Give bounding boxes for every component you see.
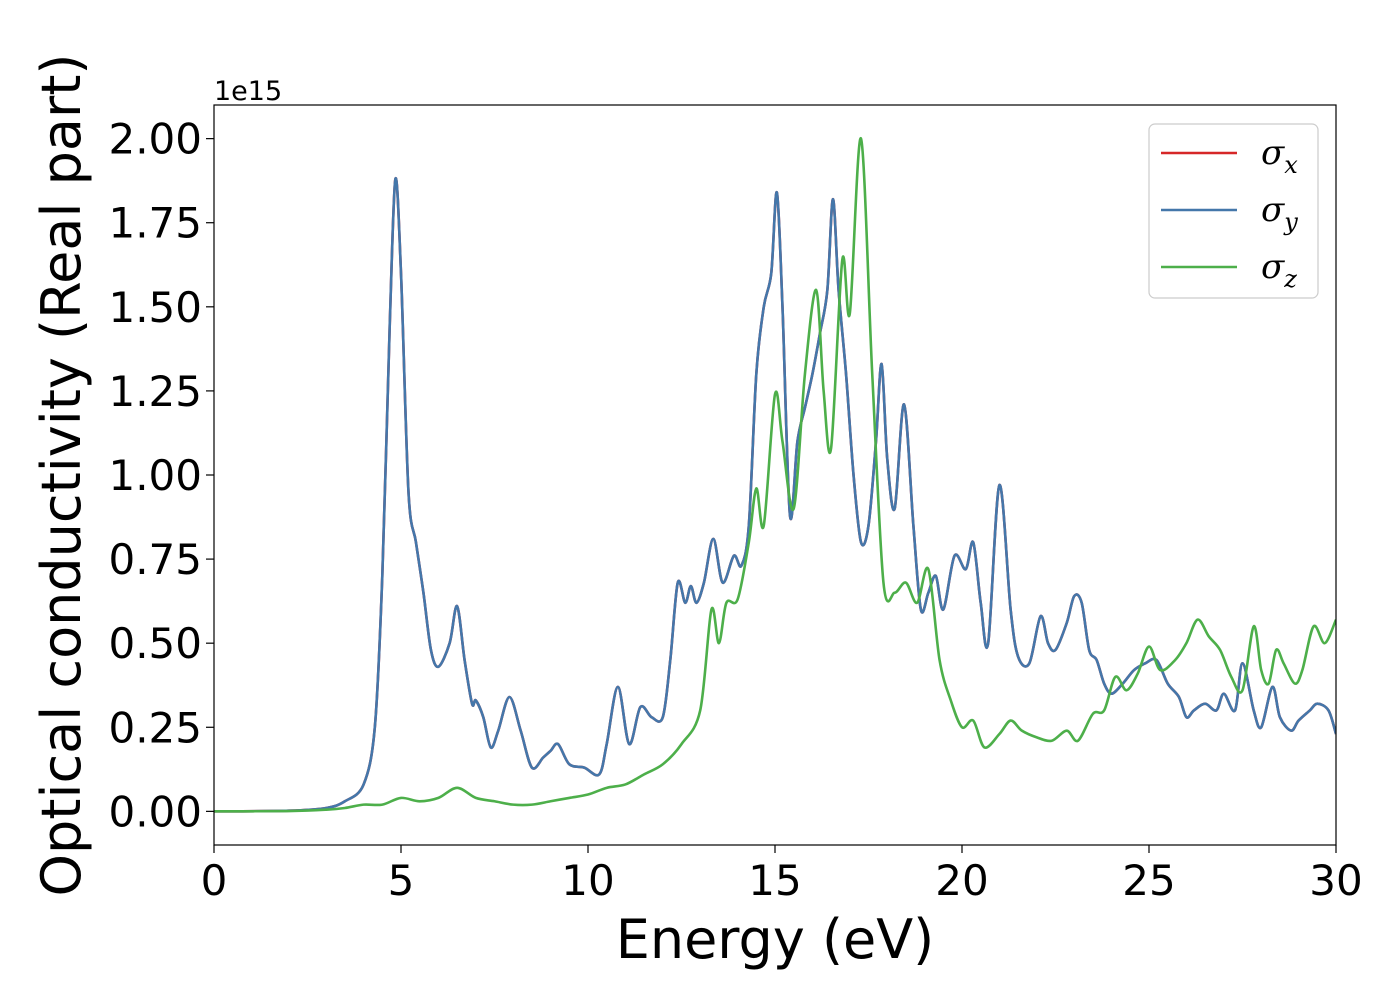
x-tick-label: 10 xyxy=(561,856,614,905)
y-tick-label: 0.50 xyxy=(108,619,202,668)
y-tick-label: 1.75 xyxy=(108,199,202,248)
y-tick-label: 0.00 xyxy=(108,787,202,836)
x-tick-label: 5 xyxy=(388,856,415,905)
x-axis-label: Energy (eV) xyxy=(616,908,935,971)
y-axis: 0.00 0.25 0.50 0.75 1.00 1.25 1.50 1.75 2.00 xyxy=(108,115,214,836)
y-tick-label: 1.50 xyxy=(108,283,202,332)
y-offset-label: 1e15 xyxy=(214,76,282,107)
legend-label-z: σz xyxy=(1261,247,1297,293)
series-line-y xyxy=(214,176,1336,813)
y-tick-label: 1.25 xyxy=(108,367,202,416)
x-tick-label: 30 xyxy=(1309,856,1362,905)
x-tick-label: 25 xyxy=(1122,856,1175,905)
x-tick-label: 20 xyxy=(935,856,988,905)
legend-label-x: σx xyxy=(1261,133,1298,179)
series-line-z xyxy=(214,137,1336,813)
y-tick-label: 2.00 xyxy=(108,115,202,164)
y-tick-label: 0.25 xyxy=(108,703,202,752)
y-tick-label: 1.00 xyxy=(108,451,202,500)
x-axis: 0 5 10 15 20 25 30 xyxy=(201,845,1363,905)
legend-label-y: σy xyxy=(1261,190,1298,236)
legend: σx σy σz xyxy=(1148,123,1319,299)
x-tick-label: 15 xyxy=(748,856,801,905)
x-tick-label: 0 xyxy=(201,856,228,905)
y-tick-label: 0.75 xyxy=(108,535,202,584)
y-axis-label: Optical conductivity (Real part) xyxy=(30,54,93,897)
series-layer xyxy=(214,137,1336,813)
